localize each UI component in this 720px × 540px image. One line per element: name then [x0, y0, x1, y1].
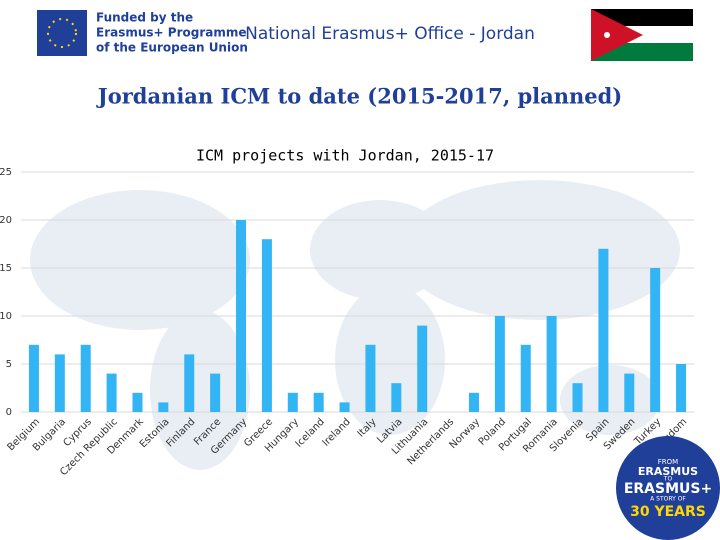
bar [417, 325, 428, 412]
anniversary-logo: FROM ERASMUS TO ERASMUS+ A STORY OF 30 Y… [616, 436, 720, 540]
y-tick-label: 20 [0, 215, 12, 226]
bar [468, 392, 479, 412]
bar [391, 383, 402, 412]
bar [54, 354, 65, 412]
bar [80, 344, 91, 412]
bar [184, 354, 195, 412]
bar [210, 373, 221, 412]
bar [365, 344, 376, 412]
chart-title: ICM projects with Jordan, 2015-17 [196, 147, 494, 165]
y-tick-label: 10 [0, 311, 12, 322]
y-tick-label: 25 [0, 167, 12, 178]
eu-text: of the European Union [96, 41, 248, 55]
bar [676, 364, 687, 412]
slide-title: Jordanian ICM to date (2015-2017, planne… [96, 84, 622, 109]
bar [261, 239, 272, 412]
bar [572, 383, 583, 412]
bar [598, 248, 609, 412]
logo-text: FROM [658, 458, 678, 466]
logo-text: A STORY OF [650, 496, 686, 503]
bar [494, 316, 505, 412]
logo-text: ERASMUS+ [624, 481, 712, 497]
office-name: National Erasmus+ Office - Jordan [245, 24, 535, 44]
bar [28, 344, 39, 412]
bar [339, 402, 350, 412]
bar [132, 392, 143, 412]
logo-text: TO [663, 476, 673, 483]
bar [650, 268, 661, 412]
bar [158, 402, 169, 412]
bar [546, 316, 557, 412]
bar [313, 392, 324, 412]
y-tick-label: 5 [6, 359, 12, 370]
logo-text: 30 YEARS [630, 504, 706, 520]
bar [624, 373, 635, 412]
jordan-flag [591, 9, 693, 61]
eu-text: Funded by the [96, 11, 193, 25]
eu-text: Erasmus+ Programme [96, 26, 247, 40]
bar [106, 373, 117, 412]
bar [287, 392, 298, 412]
bar [520, 344, 531, 412]
logo-text: ERASMUS [638, 465, 698, 478]
eu-logo [37, 10, 206, 56]
world-map [30, 180, 680, 470]
y-tick-label: 0 [6, 407, 12, 418]
y-tick-label: 15 [0, 263, 12, 274]
bar [236, 220, 247, 412]
